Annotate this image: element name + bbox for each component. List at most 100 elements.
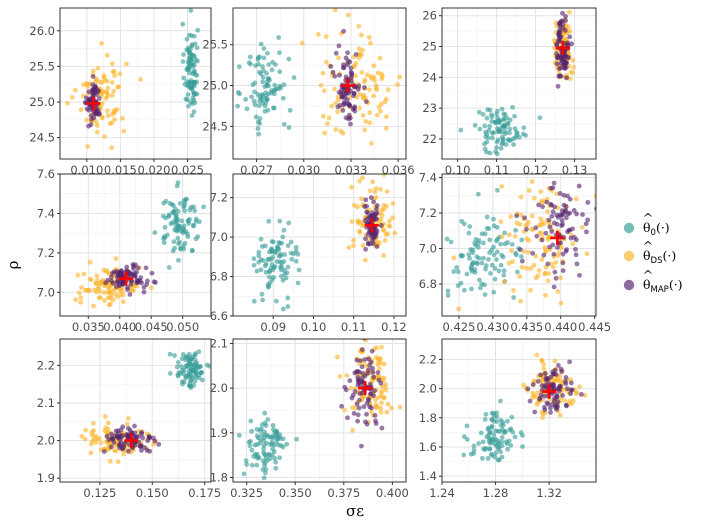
point-t0 bbox=[509, 241, 515, 247]
point-ds bbox=[379, 344, 384, 350]
x-tick-label: 0.445 bbox=[578, 320, 611, 334]
point-map bbox=[530, 382, 536, 387]
point-map bbox=[92, 85, 98, 90]
point-ds bbox=[383, 96, 389, 102]
point-ds bbox=[370, 179, 375, 185]
point-map bbox=[336, 43, 342, 49]
point-ds bbox=[390, 201, 396, 206]
point-t0 bbox=[445, 288, 451, 294]
y-tick-label: 2.2 bbox=[37, 358, 55, 372]
point-t0 bbox=[274, 298, 279, 304]
point-ds bbox=[335, 354, 340, 360]
point-ds bbox=[89, 429, 95, 435]
point-map bbox=[363, 236, 368, 242]
point-t0 bbox=[196, 349, 202, 355]
point-t0 bbox=[488, 270, 493, 276]
point-map bbox=[369, 348, 375, 354]
point-map bbox=[370, 365, 375, 371]
point-map bbox=[368, 195, 374, 201]
point-t0 bbox=[266, 62, 272, 67]
point-map bbox=[553, 275, 559, 281]
point-map bbox=[341, 102, 346, 108]
point-ds bbox=[550, 264, 556, 270]
point-map bbox=[532, 409, 538, 415]
point-map bbox=[365, 396, 371, 402]
point-t0 bbox=[284, 441, 290, 447]
y-tick-label: 2.0 bbox=[419, 382, 437, 396]
point-ds bbox=[351, 202, 357, 208]
point-t0 bbox=[467, 224, 473, 229]
point-ds bbox=[524, 236, 530, 242]
legend-item-map: ^θMAP(·) bbox=[623, 267, 683, 295]
point-map bbox=[546, 217, 552, 223]
point-map bbox=[559, 18, 565, 24]
point-map bbox=[368, 359, 374, 365]
point-t0 bbox=[445, 293, 451, 298]
point-map bbox=[374, 203, 380, 208]
point-map bbox=[340, 65, 346, 71]
point-t0 bbox=[249, 428, 255, 434]
point-map bbox=[564, 247, 569, 253]
point-t0 bbox=[204, 362, 210, 368]
point-map bbox=[132, 423, 137, 429]
point-t0 bbox=[251, 298, 257, 304]
point-map bbox=[559, 217, 565, 223]
point-map bbox=[356, 377, 362, 383]
point-t0 bbox=[175, 227, 181, 233]
point-map bbox=[146, 434, 152, 440]
point-t0 bbox=[166, 212, 172, 218]
point-t0 bbox=[479, 455, 485, 461]
point-t0 bbox=[161, 240, 167, 246]
point-map bbox=[369, 231, 375, 237]
point-t0 bbox=[180, 381, 185, 387]
point-ds bbox=[540, 411, 546, 417]
point-t0 bbox=[464, 423, 470, 429]
point-t0 bbox=[511, 142, 516, 147]
panel-2-3: 0.425 0.430 0.435 0.440 0.445 6.8 7.0 7.2 7.4 bbox=[419, 171, 611, 334]
point-t0 bbox=[486, 436, 492, 441]
point-t0 bbox=[192, 100, 198, 106]
point-t0 bbox=[265, 107, 271, 113]
point-map bbox=[114, 279, 120, 285]
point-map bbox=[108, 444, 114, 450]
point-map bbox=[349, 70, 355, 76]
point-t0 bbox=[280, 306, 286, 312]
point-ds bbox=[78, 299, 83, 305]
legend-hat: ^ bbox=[643, 267, 653, 282]
point-map bbox=[108, 274, 114, 280]
point-t0 bbox=[486, 127, 492, 133]
point-t0 bbox=[260, 257, 266, 263]
points bbox=[251, 174, 398, 312]
point-ds bbox=[529, 226, 535, 232]
point-map bbox=[560, 10, 565, 16]
point-t0 bbox=[491, 130, 497, 135]
point-ds bbox=[353, 73, 359, 79]
point-t0 bbox=[260, 458, 266, 464]
point-ds bbox=[87, 259, 93, 265]
point-ds bbox=[526, 188, 532, 193]
point-t0 bbox=[494, 257, 499, 262]
point-ds bbox=[377, 55, 383, 61]
point-map bbox=[573, 252, 579, 258]
point-ds bbox=[93, 280, 99, 286]
point-map bbox=[126, 271, 132, 276]
point-t0 bbox=[185, 66, 190, 72]
point-t0 bbox=[262, 452, 268, 457]
point-map bbox=[372, 413, 378, 418]
point-ds bbox=[362, 77, 368, 83]
point-map bbox=[557, 27, 563, 33]
point-t0 bbox=[284, 270, 290, 276]
point-map bbox=[378, 223, 384, 228]
point-ds bbox=[109, 92, 115, 98]
point-ds bbox=[508, 214, 514, 219]
point-map bbox=[339, 94, 345, 100]
point-map bbox=[125, 284, 130, 290]
point-ds bbox=[387, 218, 392, 224]
point-t0 bbox=[185, 218, 191, 224]
point-map bbox=[355, 418, 361, 424]
point-t0 bbox=[483, 266, 488, 272]
point-t0 bbox=[271, 91, 277, 97]
point-t0 bbox=[508, 443, 514, 448]
point-map bbox=[141, 289, 147, 295]
point-ds bbox=[553, 260, 559, 265]
